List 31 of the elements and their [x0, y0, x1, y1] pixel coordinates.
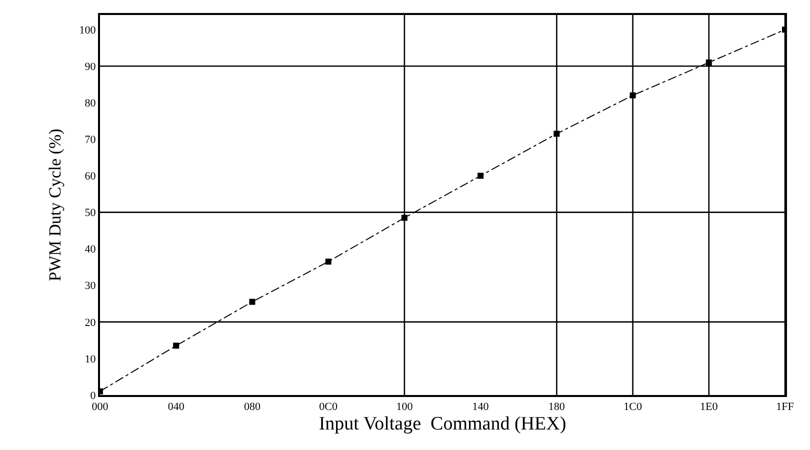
y-tick-label: 30	[84, 280, 96, 292]
y-axis-title: PWM Duty Cycle (%)	[45, 128, 64, 282]
point	[401, 214, 408, 221]
x-tick-label: 1C0	[624, 401, 642, 414]
x-tick-label: 0C0	[319, 401, 338, 414]
x-tick-label: 100	[396, 401, 414, 414]
point	[249, 298, 256, 305]
point	[554, 130, 560, 137]
point	[630, 92, 636, 98]
y-tick-label: 10	[84, 353, 96, 366]
point	[173, 342, 180, 349]
y-tick-label: 70	[84, 134, 96, 146]
y-tick-label: 100	[79, 24, 96, 36]
x-tick-label: 040	[168, 401, 185, 414]
x-tick-label: 1E0	[700, 401, 718, 414]
x-axis-title: Input Voltage Command (HEX)	[318, 414, 566, 434]
y-tick-label: 90	[84, 61, 96, 73]
y-tick-label: 50	[84, 207, 96, 220]
x-tick-label: 140	[472, 401, 490, 414]
point	[478, 172, 484, 179]
y-tick-label: 40	[84, 244, 96, 256]
y-tick-label: 80	[84, 98, 96, 110]
x-tick-label: 1FF	[776, 401, 794, 414]
x-tick-label: 080	[244, 401, 261, 414]
point	[706, 60, 712, 66]
y-tick-label: 20	[84, 316, 96, 329]
x-tick-label: 180	[548, 401, 566, 414]
point	[325, 258, 332, 265]
y-tick-label: 60	[84, 170, 96, 183]
x-tick-label: 000	[92, 401, 109, 414]
y-tick-label: 0	[90, 390, 96, 402]
